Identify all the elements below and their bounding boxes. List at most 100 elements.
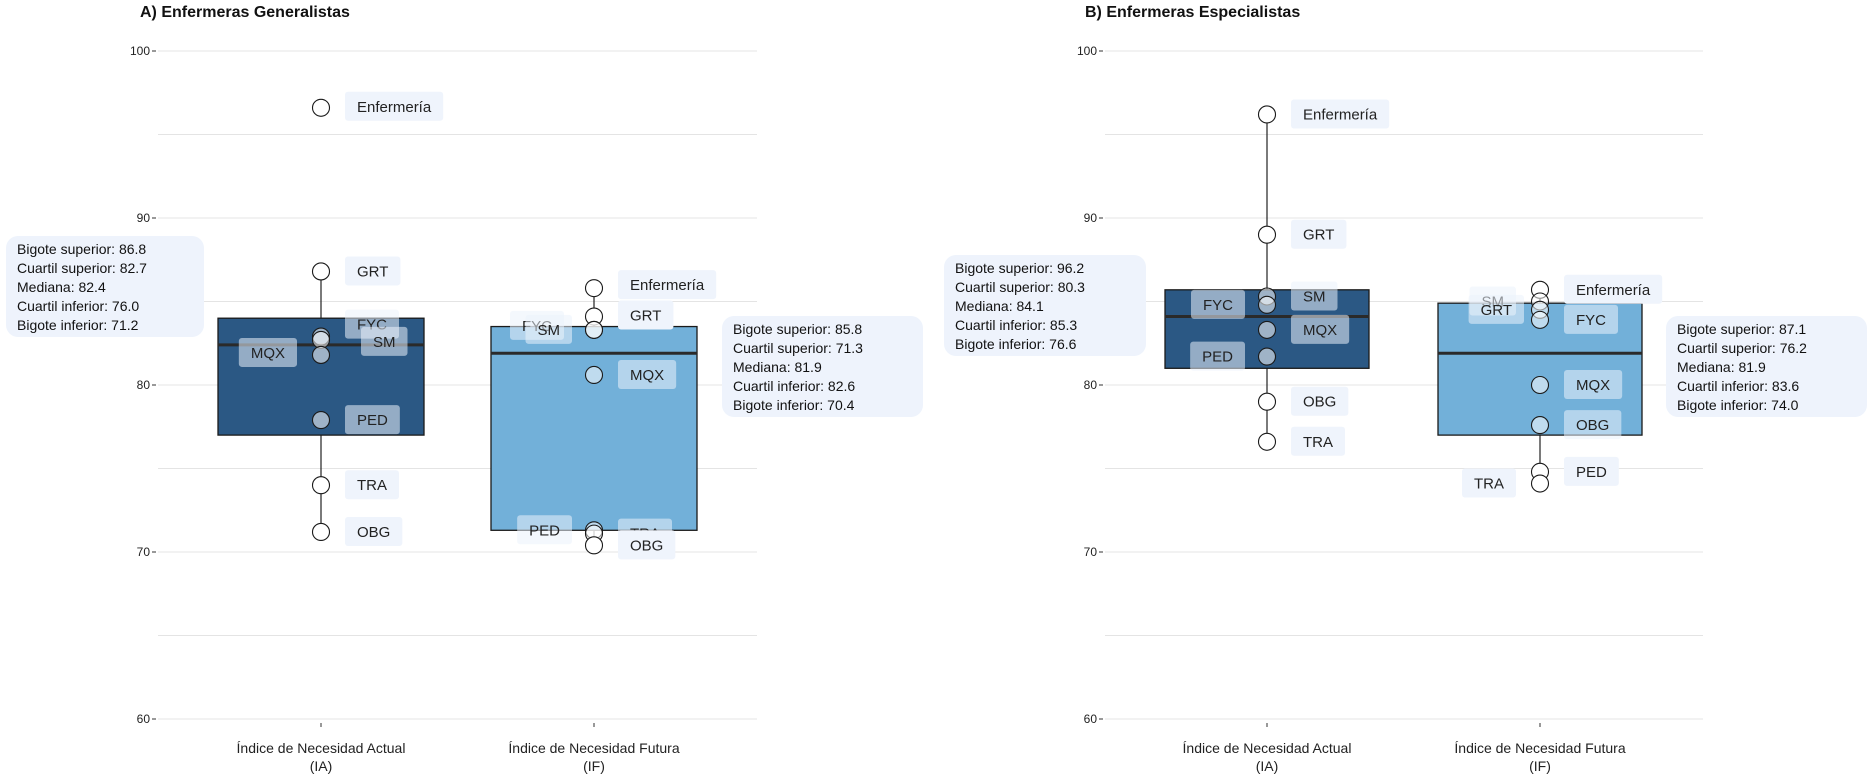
category-ia: Índice de Necesidad Actual (IA) Enfermería… [6,91,444,774]
point-label: MQX [630,367,664,384]
data-point [311,476,331,495]
data-point [311,522,331,542]
panel-especialistas: B) Enfermeras Especialistas 60 70 80 90 100 Ín… [944,4,1867,774]
data-point [1530,416,1550,435]
stats-line: Cuartil superior: 82.7 [17,260,147,276]
stats-line: Bigote inferior: 76.6 [955,336,1077,352]
point-label-bg [1291,314,1350,344]
point-label-bg [1564,370,1623,399]
data-point [1530,375,1550,395]
point-label: GRT [357,263,388,280]
stats-line: Cuartil superior: 80.3 [955,279,1085,295]
x-tick-label: Índice de Necesidad Actual [237,740,406,756]
stats-line: Bigote inferior: 71.2 [17,317,139,333]
y-tick-label: 90 [1084,211,1098,225]
data-point [1257,347,1277,366]
data-point [584,279,604,298]
stats-box [6,236,204,337]
data-point [584,365,604,385]
point-label-bg [525,314,572,344]
point-label-bg [618,300,674,330]
data-point [1257,225,1277,244]
point-label: OBG [357,524,390,541]
data-point [311,345,331,364]
stats-line: Cuartil inferior: 82.6 [733,378,855,394]
point-label: GRT [1303,227,1334,244]
point-label-bg [1468,294,1524,324]
point-label-bg [345,516,403,546]
point-label: SM [538,322,561,339]
panel-title: A) Enfermeras Generalistas [140,4,350,21]
point-label: TRA [357,477,387,494]
box-body [490,325,698,531]
data-point [1530,474,1550,493]
stats-line: Cuartil inferior: 85.3 [955,317,1077,333]
point-label: OBG [630,537,663,554]
stats-line: Bigote superior: 96.2 [955,260,1084,276]
category-if: Índice de Necesidad Futura (IF) Enfermería… [490,270,923,774]
data-point [1257,392,1277,411]
point-label: GRT [1481,302,1512,319]
stats-line: Cuartil superior: 76.2 [1677,340,1807,356]
point-label: PED [1202,349,1233,366]
y-tick-label: 70 [137,545,151,559]
x-tick-label-sub: (IF) [1529,758,1551,774]
point-label-bg [1191,289,1245,319]
data-point [1257,105,1277,124]
point-label: FYC [1203,297,1233,314]
y-axis: 60 70 80 90 100 [130,44,156,726]
point-label-bg [1291,281,1338,311]
x-tick-label-sub: (IA) [310,758,333,774]
point-label: MQX [1576,377,1610,394]
stats-line: Mediana: 81.9 [1677,359,1766,375]
point-label: SM [1303,288,1326,305]
point-label-bg [1564,274,1663,304]
point-label-bg [1291,219,1347,249]
y-axis: 60 70 80 90 100 [1077,44,1103,726]
point-label-bg [345,91,444,121]
data-point [1530,310,1550,329]
point-label: TRA [1303,434,1333,451]
panel-generalistas: A) Enfermeras Generalistas 60 70 80 90 100 Índ… [6,4,923,774]
stats-box [944,255,1146,356]
point-label: TRA [1474,476,1504,493]
y-tick-label: 80 [137,378,151,392]
point-label-bg [345,470,399,500]
y-tick-label: 100 [1077,44,1097,58]
stats-line: Cuartil inferior: 76.0 [17,298,139,314]
category-ia: Índice de Necesidad Actual (IA) Enfermería… [944,99,1390,774]
data-point [1257,320,1277,339]
point-label-bg [1564,456,1619,486]
point-label-bg [345,256,401,286]
point-label-bg [238,337,297,367]
point-label-bg [1291,386,1349,416]
stats-line: Cuartil inferior: 83.6 [1677,378,1799,394]
stats-line: Bigote inferior: 70.4 [733,397,855,413]
point-label-bg [618,270,717,300]
point-label: SM [373,334,396,351]
y-tick-label: 70 [1084,545,1098,559]
point-label: PED [1576,464,1607,481]
point-label: OBG [1576,417,1609,434]
point-label: Enfermería [1303,106,1378,123]
point-label: MQX [251,345,285,362]
x-tick-label: Índice de Necesidad Futura [508,740,679,756]
stats-line: Mediana: 81.9 [733,359,822,375]
point-label: MQX [1303,322,1337,339]
point-label: GRT [630,308,661,325]
y-tick-label: 80 [1084,378,1098,392]
stats-line: Bigote superior: 85.8 [733,321,862,337]
x-tick-label: Índice de Necesidad Futura [1454,740,1625,756]
y-tick-label: 100 [130,44,150,58]
point-label-bg [361,326,408,356]
stats-line: Mediana: 84.1 [955,298,1044,314]
stats-line: Bigote inferior: 74.0 [1677,397,1799,413]
point-label-bg [1291,99,1390,129]
point-label: Enfermería [630,277,705,294]
stats-line: Bigote superior: 87.1 [1677,321,1806,337]
point-label-bg [618,359,677,389]
stats-box [1666,316,1867,417]
stats-line: Mediana: 82.4 [17,279,106,295]
point-label-bg [1564,410,1622,440]
point-label: Enfermería [357,99,432,116]
